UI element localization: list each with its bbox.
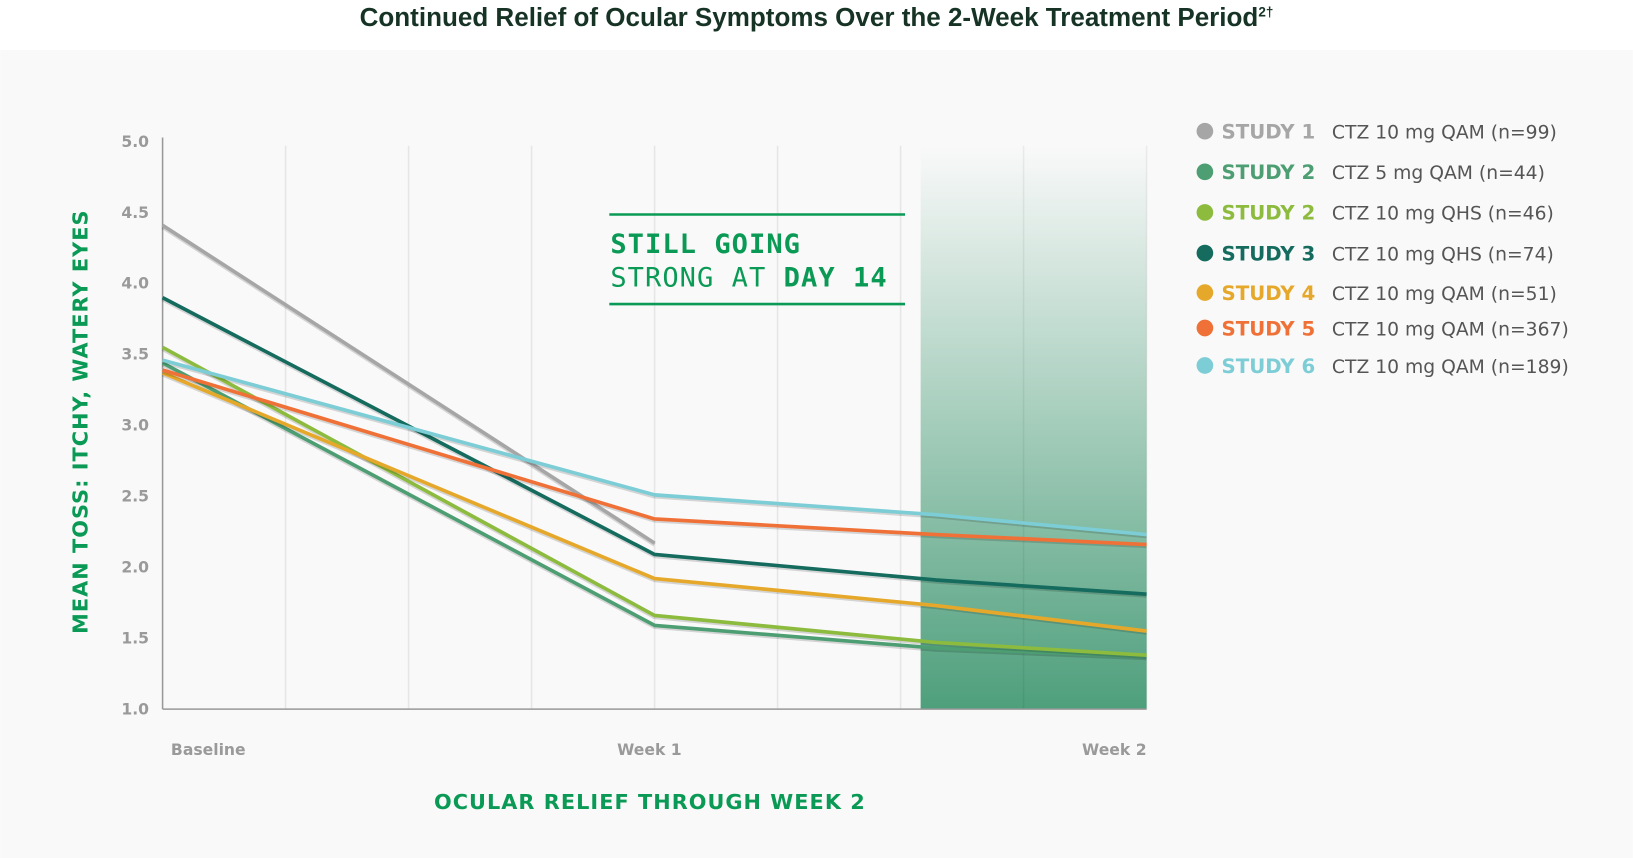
legend-description: CTZ 10 mg QAM (n=99)	[1332, 122, 1557, 143]
callout: STILL GOING STRONG AT DAY 14	[609, 213, 906, 306]
series-line-3	[161, 345, 1147, 658]
x-axis-title: OCULAR RELIEF THROUGH WEEK 2	[434, 790, 866, 814]
legend-description: CTZ 10 mg QHS (n=46)	[1332, 204, 1554, 225]
series-line-7	[162, 358, 1147, 537]
legend-study: STUDY 2	[1222, 161, 1316, 184]
legend-marker	[1196, 204, 1214, 221]
legend-marker	[1196, 244, 1214, 262]
series-line-1	[161, 223, 656, 545]
legend-marker	[1196, 122, 1214, 140]
y-tick-label: 4.0	[121, 275, 149, 293]
callout-line-2: STRONG AT DAY 14	[610, 262, 887, 293]
legend-item: STUDY 1 CTZ 10 mg QAM (n=99)	[1196, 120, 1557, 143]
plot-panel-background	[0, 49, 1633, 858]
legend-item: STUDY 3 CTZ 10 mg QHS (n=74)	[1196, 242, 1554, 265]
legend-item: STUDY 2 CTZ 10 mg QHS (n=46)	[1196, 202, 1554, 225]
legend-study: STUDY 4	[1222, 282, 1316, 305]
legend-description: CTZ 10 mg QAM (n=367)	[1332, 319, 1569, 340]
y-tick-label: 2.5	[121, 487, 149, 505]
chart-title: Continued Relief of Ocular Symptoms Over…	[360, 2, 1274, 32]
y-tick-label: 2.0	[121, 558, 149, 576]
legend-description: CTZ 5 mg QAM (n=44)	[1332, 163, 1545, 184]
legend-item: STUDY 5 CTZ 10 mg QAM (n=367)	[1196, 317, 1569, 340]
legend-marker	[1196, 357, 1214, 374]
y-tick-label: 1.0	[121, 700, 149, 718]
y-axis-title: MEAN TOSS: ITCHY, WATERY EYES	[69, 209, 93, 633]
x-tick-label: Baseline	[171, 741, 246, 759]
y-tick-labels: 1.0 1.5 2.0 2.5 3.0 3.5 4.0 4.5 5.0	[121, 133, 149, 718]
legend-study: STUDY 5	[1222, 317, 1316, 340]
series-line-5	[161, 371, 1147, 633]
series-line-6	[162, 368, 1147, 547]
x-tick-labels: Baseline Week 1 Week 2	[171, 741, 1147, 759]
legend-description: CTZ 10 mg QAM (n=189)	[1332, 357, 1569, 378]
legend-marker	[1196, 319, 1214, 337]
legend-item: STUDY 6 CTZ 10 mg QAM (n=189)	[1196, 355, 1569, 378]
legend-marker	[1196, 163, 1214, 181]
series-line-2	[161, 361, 1147, 659]
x-tick-label: Week 2	[1082, 741, 1147, 759]
y-tick-label: 3.5	[121, 346, 149, 364]
legend-study: STUDY 2	[1222, 202, 1316, 225]
legend-description: CTZ 10 mg QHS (n=74)	[1332, 244, 1554, 265]
legend: STUDY 1 CTZ 10 mg QAM (n=99) STUDY 2 CTZ 5 …	[1196, 120, 1569, 378]
series-lines	[161, 223, 1147, 661]
callout-line-1: STILL GOING	[610, 229, 801, 260]
legend-item: STUDY 4 CTZ 10 mg QAM (n=51)	[1196, 282, 1557, 305]
legend-study: STUDY 1	[1222, 120, 1316, 143]
y-tick-label: 4.5	[121, 204, 149, 222]
legend-description: CTZ 10 mg QAM (n=51)	[1332, 284, 1557, 305]
title-superscript: 2†	[1258, 5, 1273, 20]
shaded-region	[920, 145, 1147, 710]
x-tick-label: Week 1	[617, 741, 682, 759]
y-tick-label: 1.5	[121, 629, 149, 647]
legend-marker	[1196, 284, 1214, 301]
legend-study: STUDY 6	[1222, 355, 1316, 378]
legend-study: STUDY 3	[1222, 242, 1316, 265]
y-tick-label: 3.0	[121, 417, 149, 435]
y-tick-label: 5.0	[121, 133, 149, 151]
legend-item: STUDY 2 CTZ 5 mg QAM (n=44)	[1196, 161, 1545, 184]
